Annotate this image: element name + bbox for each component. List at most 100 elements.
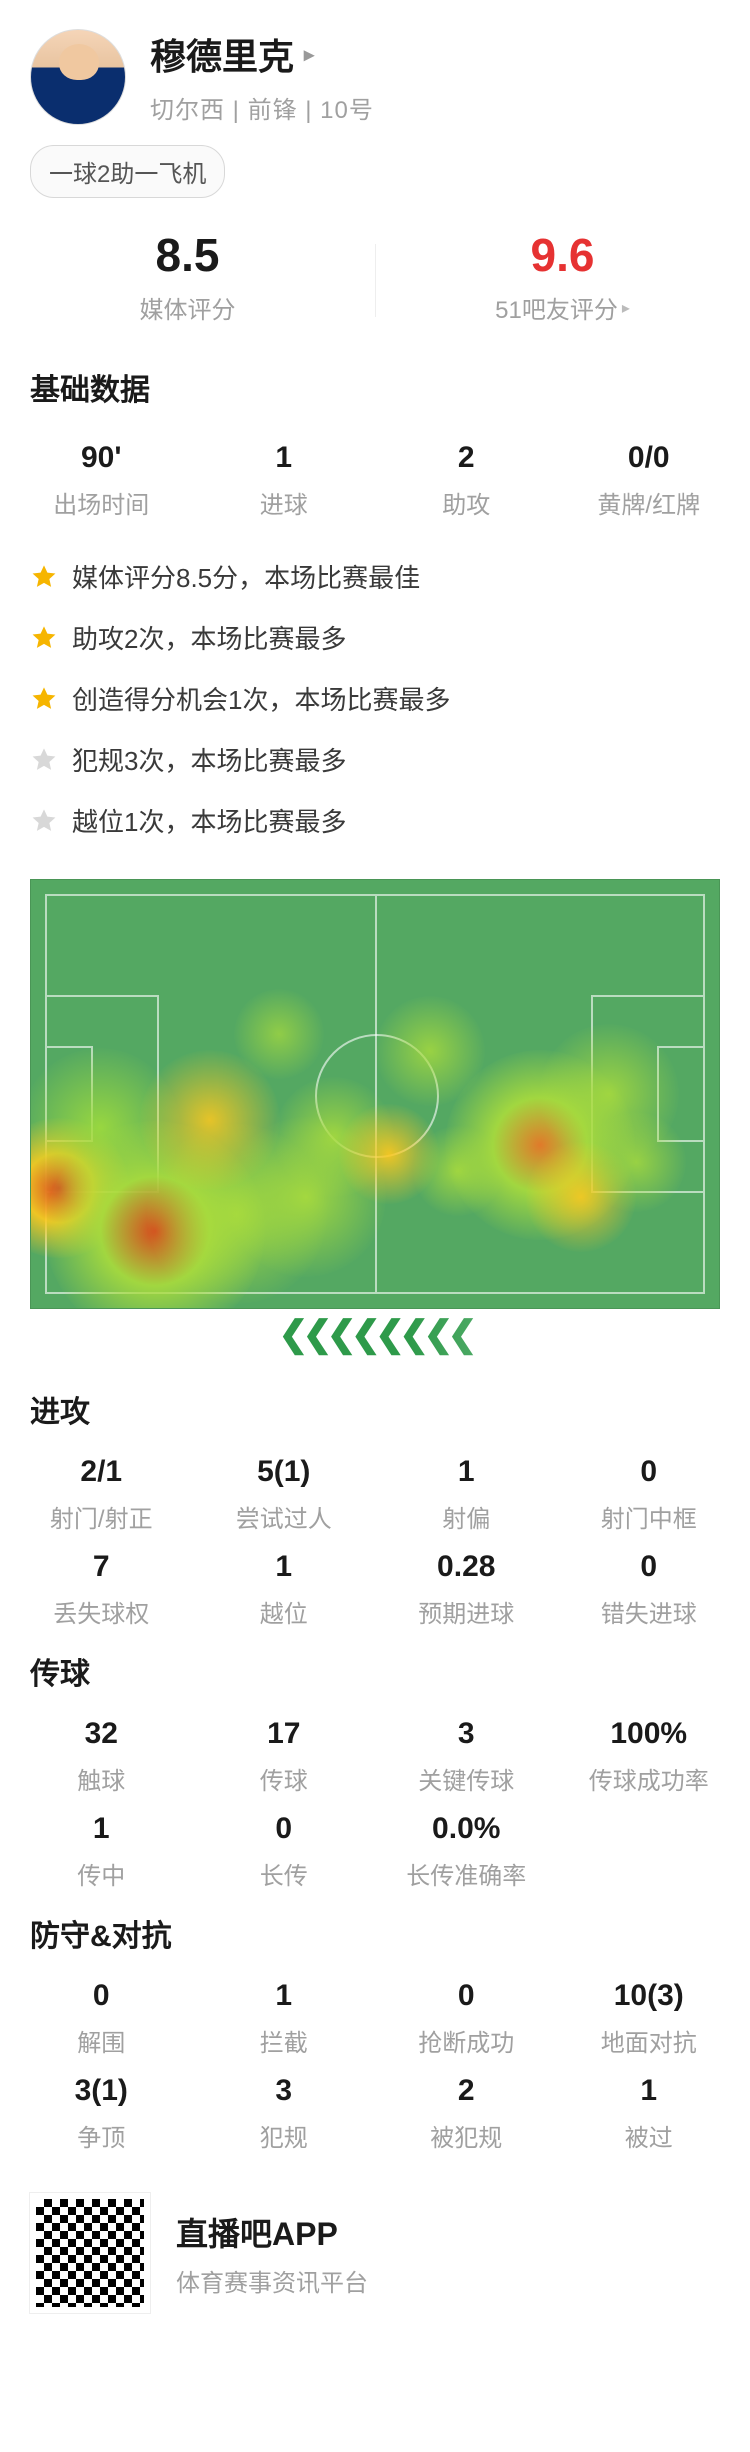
stat-cell: 0.0% 长传准确率 xyxy=(375,1812,558,1891)
stat-value: 3(1) xyxy=(10,2074,193,2108)
stat-value: 10(3) xyxy=(558,1979,741,2013)
tag-row: 一球2助一飞机 xyxy=(0,145,750,216)
stat-value: 0 xyxy=(558,1550,741,1584)
stat-value: 0.28 xyxy=(375,1550,558,1584)
basic-title: 基础数据 xyxy=(0,351,750,423)
star-icon xyxy=(30,746,58,774)
media-rating[interactable]: 8.5 媒体评分 xyxy=(0,228,375,325)
highlight-item: 助攻2次，本场比赛最多 xyxy=(30,607,720,668)
highlight-text: 犯规3次，本场比赛最多 xyxy=(72,741,346,778)
media-rating-value: 8.5 xyxy=(0,228,375,282)
stat-label: 传中 xyxy=(10,1856,193,1891)
stat-value: 2 xyxy=(375,441,558,475)
stat-label: 解围 xyxy=(10,2023,193,2058)
attack-grid: 2/1 射门/射正5(1) 尝试过人1 射偏0 射门中框7 丢失球权1 越位0.… xyxy=(0,1445,750,1635)
stat-row: 7 丢失球权1 越位0.28 预期进球0 错失进球 xyxy=(0,1540,750,1635)
stat-label: 传球成功率 xyxy=(558,1761,741,1796)
stat-row: 2/1 射门/射正5(1) 尝试过人1 射偏0 射门中框 xyxy=(0,1445,750,1540)
stat-value: 1 xyxy=(193,1550,376,1584)
stat-label: 犯规 xyxy=(193,2118,376,2153)
highlight-text: 媒体评分8.5分，本场比赛最佳 xyxy=(72,558,420,595)
stat-cell: 0 解围 xyxy=(10,1979,193,2058)
fan-rating[interactable]: 9.6 51吧友评分 ▸ xyxy=(375,228,750,325)
stat-cell: 3 犯规 xyxy=(193,2074,376,2153)
highlight-item: 犯规3次，本场比赛最多 xyxy=(30,729,720,790)
stat-value: 3 xyxy=(193,2074,376,2108)
footer-text: 直播吧APP 体育赛事资讯平台 xyxy=(176,2209,368,2298)
goal-box-left xyxy=(47,1046,93,1141)
stat-value: 1 xyxy=(193,441,376,475)
stat-cell: 0 抢断成功 xyxy=(375,1979,558,2058)
defense-title: 防守&对抗 xyxy=(0,1897,750,1969)
stat-label: 越位 xyxy=(193,1594,376,1629)
heatmap-pitch[interactable] xyxy=(30,879,720,1309)
stat-cell: 1 越位 xyxy=(193,1550,376,1629)
qr-code[interactable] xyxy=(30,2193,150,2313)
stat-label: 抢断成功 xyxy=(375,2023,558,2058)
stat-cell: 0 长传 xyxy=(193,1812,376,1891)
stat-cell: 5(1) 尝试过人 xyxy=(193,1455,376,1534)
stat-value: 0 xyxy=(375,1979,558,2013)
player-name-row[interactable]: 穆德里克 ▸ xyxy=(150,28,374,80)
stat-cell: 32 触球 xyxy=(10,1717,193,1796)
stat-value: 0 xyxy=(10,1979,193,2013)
player-avatar[interactable] xyxy=(30,29,126,125)
highlight-item: 越位1次，本场比赛最多 xyxy=(30,790,720,851)
highlight-text: 创造得分机会1次，本场比赛最多 xyxy=(72,680,450,717)
stat-label: 尝试过人 xyxy=(193,1499,376,1534)
stat-cell: 7 丢失球权 xyxy=(10,1550,193,1629)
stat-label: 黄牌/红牌 xyxy=(558,485,741,520)
basic-stat: 1 进球 xyxy=(193,441,376,520)
stat-value: 3 xyxy=(375,1717,558,1751)
basic-stats-row: 90' 出场时间1 进球2 助攻0/0 黄牌/红牌 xyxy=(0,423,750,538)
stat-label: 射偏 xyxy=(375,1499,558,1534)
star-icon xyxy=(30,624,58,652)
stat-cell: 0.28 预期进球 xyxy=(375,1550,558,1629)
fan-rating-value: 9.6 xyxy=(375,228,750,282)
stat-value: 1 xyxy=(193,1979,376,2013)
performance-tag[interactable]: 一球2助一飞机 xyxy=(30,145,225,198)
stat-cell: 1 射偏 xyxy=(375,1455,558,1534)
stat-row: 0 解围1 拦截0 抢断成功10(3) 地面对抗 xyxy=(0,1969,750,2064)
stat-label: 错失进球 xyxy=(558,1594,741,1629)
stat-label: 长传 xyxy=(193,1856,376,1891)
player-name: 穆德里克 xyxy=(150,28,294,80)
app-footer: 直播吧APP 体育赛事资讯平台 xyxy=(0,2159,750,2353)
stat-label: 长传准确率 xyxy=(375,1856,558,1891)
stat-label: 被过 xyxy=(558,2118,741,2153)
stat-label: 地面对抗 xyxy=(558,2023,741,2058)
stat-value: 0 xyxy=(193,1812,376,1846)
stat-label: 丢失球权 xyxy=(10,1594,193,1629)
stat-value: 1 xyxy=(375,1455,558,1489)
goal-box-right xyxy=(657,1046,703,1141)
stat-cell: 0 射门中框 xyxy=(558,1455,741,1534)
stat-label: 射门中框 xyxy=(558,1499,741,1534)
ratings-row: 8.5 媒体评分 9.6 51吧友评分 ▸ xyxy=(0,216,750,351)
passing-grid: 32 触球17 传球3 关键传球100% 传球成功率1 传中0 长传0.0% xyxy=(0,1707,750,1897)
stat-value: 32 xyxy=(10,1717,193,1751)
chevron-right-icon: ▸ xyxy=(304,42,314,67)
attack-title: 进攻 xyxy=(0,1373,750,1445)
stat-label: 助攻 xyxy=(375,485,558,520)
media-rating-label: 媒体评分 xyxy=(0,290,375,325)
stat-label: 传球 xyxy=(193,1761,376,1796)
stat-label: 进球 xyxy=(193,485,376,520)
stat-value: 7 xyxy=(10,1550,193,1584)
stat-label: 关键传球 xyxy=(375,1761,558,1796)
highlights-list: 媒体评分8.5分，本场比赛最佳 助攻2次，本场比赛最多 创造得分机会1次，本场比… xyxy=(0,538,750,879)
stat-value: 0.0% xyxy=(375,1812,558,1846)
stat-cell xyxy=(558,1812,741,1891)
stat-cell: 10(3) 地面对抗 xyxy=(558,1979,741,2058)
stat-value: 2 xyxy=(375,2074,558,2108)
stat-cell: 1 传中 xyxy=(10,1812,193,1891)
defense-grid: 0 解围1 拦截0 抢断成功10(3) 地面对抗3(1) 争顶3 犯规2 xyxy=(0,1969,750,2159)
stat-cell: 1 拦截 xyxy=(193,1979,376,2058)
stat-value: 5(1) xyxy=(193,1455,376,1489)
star-icon xyxy=(30,685,58,713)
stat-label: 被犯规 xyxy=(375,2118,558,2153)
stat-cell: 100% 传球成功率 xyxy=(558,1717,741,1796)
stat-row: 32 触球17 传球3 关键传球100% 传球成功率 xyxy=(0,1707,750,1802)
fan-rating-label: 51吧友评分 ▸ xyxy=(375,290,750,325)
stat-cell: 0 错失进球 xyxy=(558,1550,741,1629)
highlight-item: 创造得分机会1次，本场比赛最多 xyxy=(30,668,720,729)
